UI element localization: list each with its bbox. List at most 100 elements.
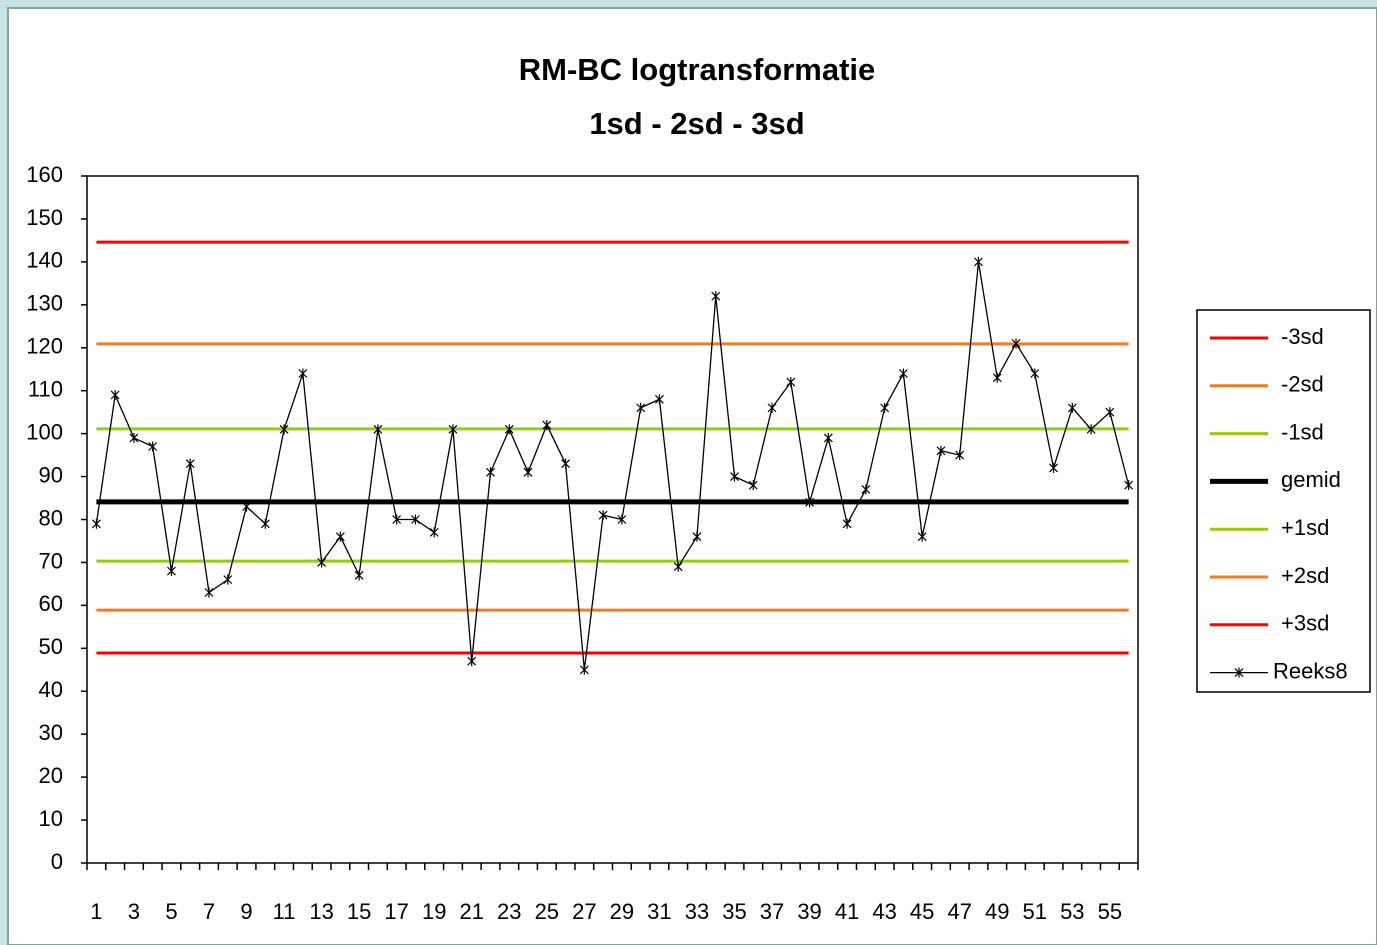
x-tick-label: 55	[1098, 899, 1122, 924]
x-tick-label: 37	[760, 899, 784, 924]
x-tick-label: 21	[459, 899, 483, 924]
legend-label: -1sd	[1281, 419, 1324, 444]
x-tick-label: 43	[872, 899, 896, 924]
x-tick-label: 1	[90, 899, 102, 924]
data-point	[317, 557, 327, 568]
data-point	[242, 501, 251, 512]
data-point	[204, 587, 214, 598]
data-point	[861, 484, 871, 495]
data-point	[748, 480, 758, 491]
x-tick-label: 35	[722, 899, 746, 924]
x-tick-label: 27	[572, 899, 596, 924]
legend-marker	[1234, 667, 1244, 678]
data-point	[298, 368, 308, 379]
x-tick-label: 25	[535, 899, 559, 924]
y-tick-label: 10	[39, 806, 63, 831]
data-point	[692, 531, 702, 542]
y-tick-label: 50	[39, 634, 63, 659]
y-tick-label: 30	[39, 720, 63, 745]
data-point	[429, 527, 439, 538]
data-point	[1105, 407, 1115, 418]
legend-label: gemid	[1281, 467, 1341, 492]
y-tick-label: 90	[39, 462, 63, 487]
data-point	[448, 424, 458, 435]
y-tick-label: 140	[26, 248, 63, 273]
data-point	[373, 424, 383, 435]
data-point	[842, 518, 852, 529]
data-point	[955, 450, 965, 461]
data-point	[260, 518, 270, 529]
data-point	[91, 518, 101, 529]
x-tick-label: 31	[647, 899, 671, 924]
data-point	[579, 664, 589, 675]
data-point	[467, 656, 477, 667]
x-tick-label: 39	[797, 899, 821, 924]
y-tick-label: 130	[26, 291, 63, 316]
data-point	[279, 424, 289, 435]
y-tick-label: 0	[51, 849, 63, 874]
x-tick-label: 45	[910, 899, 934, 924]
data-point	[767, 402, 777, 413]
data-point	[711, 291, 721, 302]
x-tick-label: 47	[947, 899, 971, 924]
legend-label: Reeks8	[1273, 658, 1348, 683]
x-tick-label: 17	[384, 899, 408, 924]
legend-label: -2sd	[1281, 372, 1324, 397]
data-point	[730, 471, 739, 482]
chart-title: RM-BC logtransformatie	[519, 52, 876, 87]
legend-label: +2sd	[1281, 563, 1329, 588]
data-point	[504, 424, 514, 435]
series-line	[95, 261, 1130, 670]
data-point	[598, 510, 608, 521]
x-tick-label: 11	[273, 899, 296, 924]
data-point	[354, 570, 364, 581]
x-tick-label: 41	[835, 899, 859, 924]
data-point	[1086, 424, 1096, 435]
data-point	[523, 467, 533, 478]
x-tick-label: 29	[610, 899, 634, 924]
legend-label: -3sd	[1281, 324, 1324, 349]
data-point	[898, 368, 908, 379]
y-tick-label: 160	[26, 162, 63, 187]
data-point	[129, 432, 139, 443]
data-point	[1124, 480, 1134, 491]
data-point	[936, 445, 946, 456]
data-point	[411, 514, 420, 525]
data-point	[167, 566, 176, 577]
data-point	[1030, 368, 1040, 379]
data-point	[110, 389, 120, 400]
data-point	[1011, 338, 1021, 349]
data-point	[636, 402, 646, 413]
x-tick-label: 9	[240, 899, 252, 924]
x-tick-label: 19	[422, 899, 446, 924]
y-tick-label: 100	[26, 419, 63, 444]
y-tick-label: 150	[26, 205, 63, 230]
data-point	[148, 441, 158, 452]
data-point	[185, 458, 195, 469]
x-tick-label: 3	[128, 899, 140, 924]
x-tick-label: 7	[203, 899, 215, 924]
data-point	[335, 531, 345, 542]
legend-label: +3sd	[1281, 611, 1329, 636]
chart-area	[7, 7, 1377, 945]
y-tick-label: 20	[39, 763, 63, 788]
data-point	[786, 377, 796, 388]
y-tick-label: 40	[39, 677, 63, 702]
data-point	[917, 531, 927, 542]
x-tick-label: 53	[1060, 899, 1084, 924]
data-point	[617, 514, 627, 525]
data-point	[561, 458, 571, 469]
chart-subtitle: 1sd - 2sd - 3sd	[589, 106, 804, 141]
x-tick-label: 13	[309, 899, 333, 924]
x-tick-label: 15	[347, 899, 371, 924]
x-tick-label: 5	[165, 899, 177, 924]
data-point	[654, 394, 664, 405]
data-point	[974, 256, 983, 267]
y-tick-label: 110	[28, 377, 63, 402]
data-point	[673, 561, 683, 572]
x-tick-label: 49	[985, 899, 1009, 924]
x-tick-label: 23	[497, 899, 521, 924]
x-tick-label: 33	[685, 899, 709, 924]
